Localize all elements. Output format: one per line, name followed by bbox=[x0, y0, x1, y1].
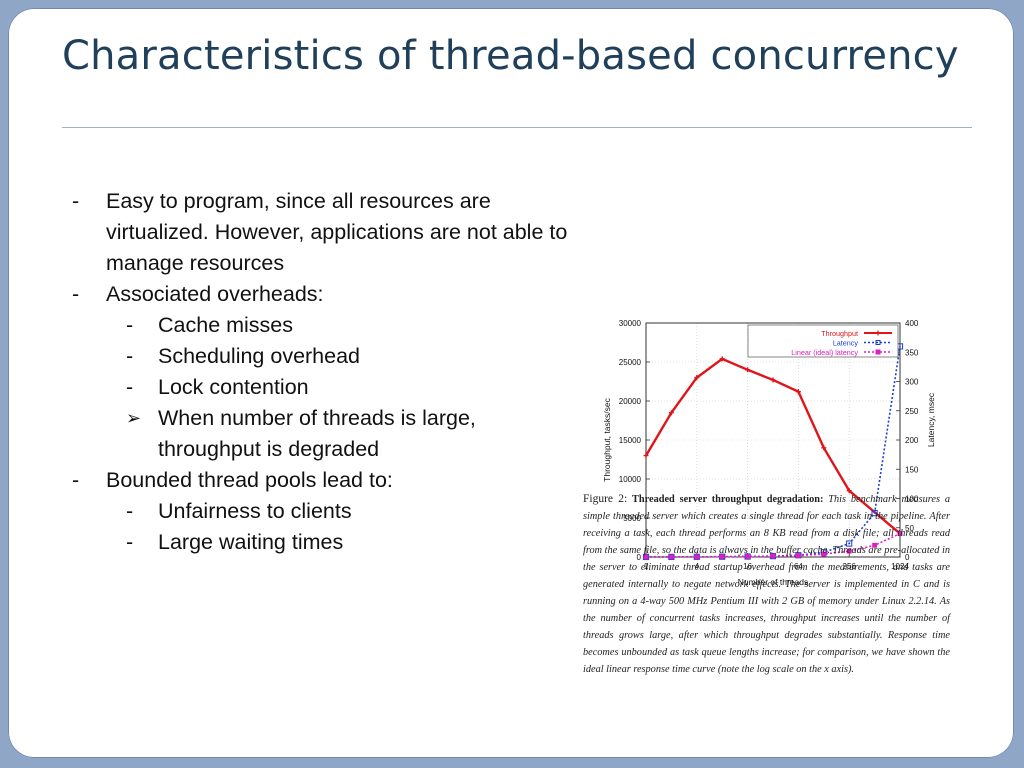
data-point bbox=[669, 554, 674, 560]
title-divider bbox=[62, 127, 972, 128]
y2-tick-label: 150 bbox=[905, 465, 919, 474]
data-point bbox=[668, 553, 675, 560]
sub-bullet-item: - Cache misses bbox=[68, 310, 568, 341]
y2-tick-label: 100 bbox=[905, 495, 919, 504]
bullet-marker: - bbox=[126, 375, 134, 399]
sub-bullet-item: - Scheduling overhead bbox=[68, 341, 568, 372]
bullet-text: Bounded thread pools lead to: bbox=[106, 468, 393, 492]
y-tick-label: 20000 bbox=[619, 397, 642, 406]
sub-bullet-item: - Lock contention bbox=[68, 372, 568, 403]
data-point bbox=[719, 554, 725, 560]
bullet-text: Associated overheads: bbox=[106, 282, 324, 306]
bullet-text: Cache misses bbox=[158, 313, 294, 337]
x-tick-label: 1024 bbox=[891, 562, 909, 571]
bullet-marker: - bbox=[126, 499, 134, 523]
data-point bbox=[694, 554, 700, 560]
y-tick-label: 5000 bbox=[623, 514, 641, 523]
bullet-text: Easy to program, since all resources are… bbox=[106, 189, 568, 275]
data-point bbox=[668, 410, 674, 416]
data-point bbox=[846, 548, 852, 554]
y-tick-label: 10000 bbox=[619, 475, 642, 484]
y2-tick-label: 300 bbox=[905, 378, 919, 387]
y2-tick-label: 350 bbox=[905, 348, 919, 357]
throughput-latency-chart: 0 5000 10000 15000 20000 25000 30000 0 50 100 150 2… bbox=[602, 319, 936, 587]
data-point bbox=[643, 453, 649, 459]
bullet-text: Large waiting times bbox=[158, 530, 344, 554]
x-tick-label: 1 bbox=[644, 562, 649, 571]
bullet-list: - Easy to program, since all resources a… bbox=[68, 186, 568, 558]
data-point bbox=[846, 488, 852, 494]
sub-bullet-item: - Unfairness to clients bbox=[68, 496, 568, 527]
data-point bbox=[745, 554, 750, 559]
data-point bbox=[821, 551, 827, 557]
data-point bbox=[694, 375, 700, 381]
y-axis-title: Throughput, tasks/sec bbox=[602, 397, 612, 481]
data-point bbox=[770, 377, 776, 383]
bullet-marker: - bbox=[126, 313, 134, 337]
data-point bbox=[872, 542, 878, 548]
legend-label: Linear (ideal) latency bbox=[791, 348, 858, 357]
data-point bbox=[871, 510, 878, 517]
bullet-item: - Bounded thread pools lead to: bbox=[68, 465, 568, 496]
chart-series bbox=[642, 343, 904, 561]
bullet-item: - Associated overheads: bbox=[68, 279, 568, 310]
sub-bullet-item: ➢ When number of threads is large, throu… bbox=[68, 403, 568, 465]
legend-label: Throughput bbox=[821, 329, 858, 338]
bullet-marker: - bbox=[126, 344, 134, 368]
legend-marker bbox=[875, 340, 881, 345]
bullet-marker: - bbox=[72, 282, 80, 306]
bullet-marker: - bbox=[72, 468, 80, 492]
bullet-marker: - bbox=[126, 530, 134, 554]
caption-label: Figure 2: bbox=[583, 493, 628, 505]
x-tick-label: 16 bbox=[743, 562, 752, 571]
arrow-bullet-icon: ➢ bbox=[126, 408, 142, 428]
y-tick-label: 30000 bbox=[619, 319, 642, 328]
legend-marker bbox=[875, 349, 881, 355]
x-tick-label: 64 bbox=[794, 562, 803, 571]
y2-tick-label: 250 bbox=[905, 407, 919, 416]
series-line-throughput bbox=[644, 357, 901, 535]
legend-marker bbox=[875, 330, 881, 336]
data-point bbox=[643, 554, 649, 560]
bullet-text: Unfairness to clients bbox=[158, 499, 352, 523]
bullet-text: Lock contention bbox=[158, 375, 309, 399]
y2-tick-label: 200 bbox=[905, 436, 919, 445]
legend-label: Latency bbox=[833, 338, 859, 347]
y2-tick-label: 50 bbox=[905, 524, 914, 533]
data-point bbox=[821, 445, 827, 451]
y2-tick-label: 400 bbox=[905, 319, 919, 328]
bullet-item: - Easy to program, since all resources a… bbox=[68, 186, 568, 279]
data-point bbox=[795, 389, 801, 395]
slide-title: Characteristics of thread-based concurre… bbox=[62, 33, 959, 79]
bullet-text: Scheduling overhead bbox=[158, 344, 361, 368]
y-tick-label: 15000 bbox=[619, 436, 642, 445]
data-point bbox=[642, 553, 650, 561]
x-tick-label: 256 bbox=[843, 562, 857, 571]
sub-bullet-item: - Large waiting times bbox=[68, 527, 568, 558]
bullet-marker: - bbox=[72, 189, 80, 213]
y-tick-label: 25000 bbox=[619, 358, 642, 367]
caption-body: This benchmark measures a simple threade… bbox=[583, 494, 951, 675]
y-tick-label: 0 bbox=[637, 553, 642, 562]
series-line-linear-ideal-latency bbox=[646, 532, 901, 558]
x-tick-label: 4 bbox=[695, 562, 700, 571]
data-point bbox=[796, 553, 801, 558]
figure-caption: Figure 2: Threaded server throughput deg… bbox=[583, 491, 950, 678]
data-point bbox=[897, 531, 903, 536]
caption-heading: Threaded server throughput degradation: bbox=[632, 494, 824, 505]
x-axis-title: Number of threads bbox=[738, 577, 808, 587]
data-point bbox=[719, 356, 725, 362]
data-point bbox=[745, 367, 751, 373]
slide: Characteristics of thread-based concurre… bbox=[8, 8, 1014, 758]
bullet-text: When number of threads is large, through… bbox=[158, 406, 476, 461]
data-point bbox=[770, 553, 776, 559]
y2-axis-title: Latency, msec bbox=[926, 392, 936, 447]
y2-tick-label: 0 bbox=[905, 553, 910, 562]
data-point bbox=[846, 540, 853, 547]
